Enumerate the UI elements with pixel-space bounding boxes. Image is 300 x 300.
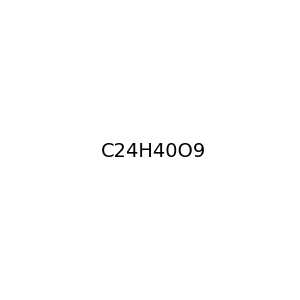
Text: C24H40O9: C24H40O9 xyxy=(101,142,206,161)
